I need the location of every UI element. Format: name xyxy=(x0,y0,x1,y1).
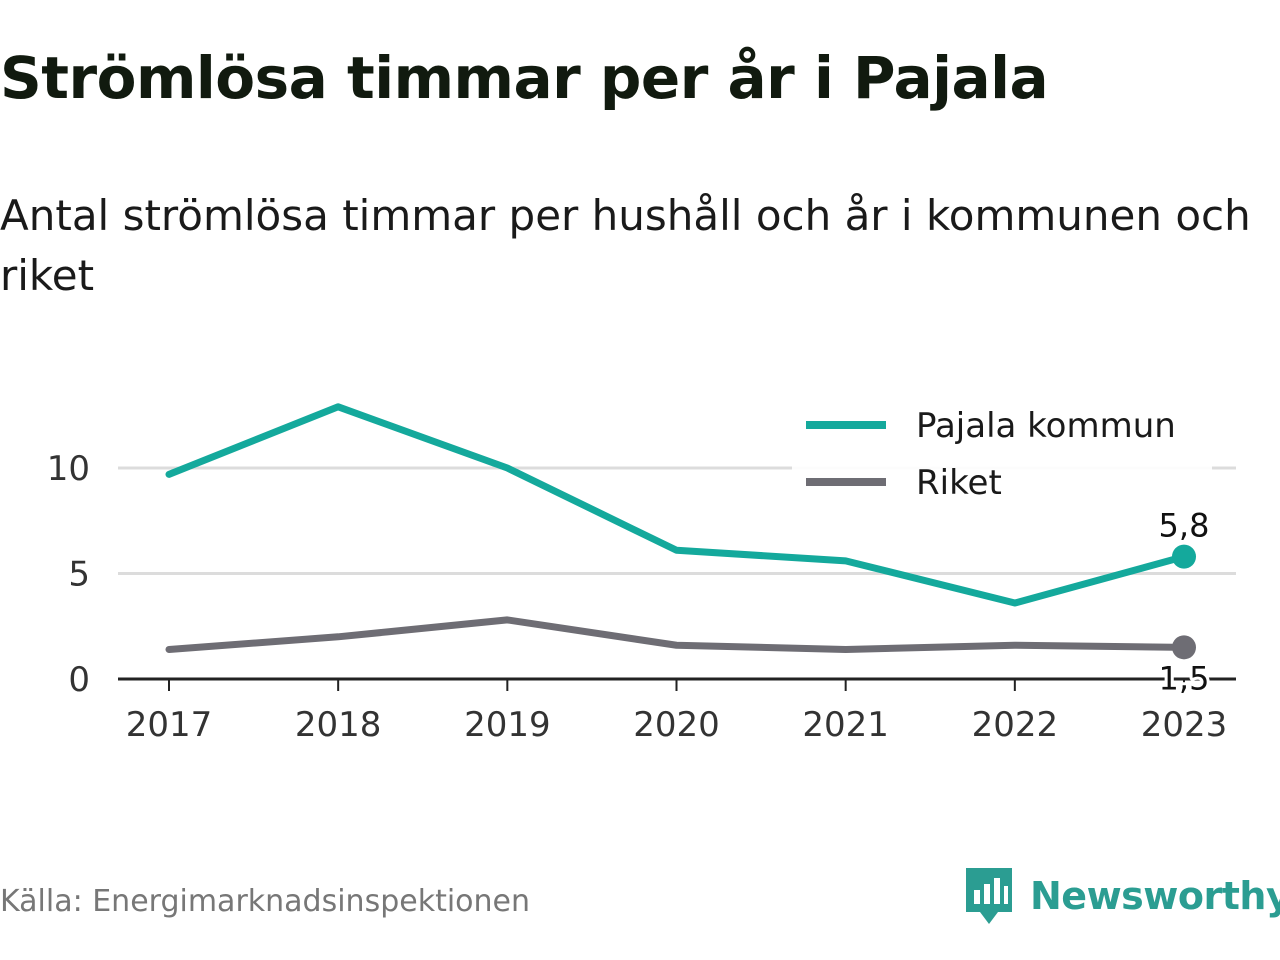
data-label-0: 5,8 xyxy=(1159,507,1210,545)
line-chart: 0 5 10 2017 2018 2019 2020 2021 2022 2023 Pajala … xyxy=(47,395,1236,745)
x-tick-label: 2020 xyxy=(633,705,720,745)
series-layer xyxy=(165,403,1196,660)
series-end-marker-1 xyxy=(1172,635,1196,660)
source-note: Källa: Energimarknadsinspektionen xyxy=(0,884,531,919)
legend-label-0: Pajala kommun xyxy=(916,406,1176,446)
data-labels: 5,8 1,5 xyxy=(1156,504,1213,701)
x-tick-label: 2019 xyxy=(464,705,551,745)
x-tick-label: 2018 xyxy=(295,705,382,745)
y-tick-label: 10 xyxy=(47,449,90,489)
x-tick-label: 2017 xyxy=(126,705,213,745)
x-tick-label: 2021 xyxy=(802,705,889,745)
y-tick-label: 5 xyxy=(68,555,90,595)
y-tick-label: 0 xyxy=(68,660,90,700)
brand-name: Newsworthy xyxy=(1030,874,1280,918)
legend-background xyxy=(792,395,1212,525)
series-line-1 xyxy=(165,616,1188,653)
x-axis: 0 5 10 2017 2018 2019 2020 2021 2022 2023 xyxy=(47,449,1236,745)
data-label-1: 1,5 xyxy=(1159,659,1210,697)
newsworthy-logo-icon xyxy=(966,868,1012,924)
x-tick-label: 2022 xyxy=(972,705,1059,745)
legend-label-1: Riket xyxy=(916,463,1002,503)
legend: Pajala kommun Riket xyxy=(792,395,1212,525)
brand-logo[interactable]: Newsworthy xyxy=(964,864,1280,928)
chart-subtitle: Antal strömlösa timmar per hushåll och å… xyxy=(0,191,1251,300)
series-line-0 xyxy=(165,403,1188,607)
series-end-marker-0 xyxy=(1172,544,1196,569)
x-tick-label: 2023 xyxy=(1141,705,1228,745)
chart-title: Strömlösa timmar per år i Pajala xyxy=(0,44,1049,112)
